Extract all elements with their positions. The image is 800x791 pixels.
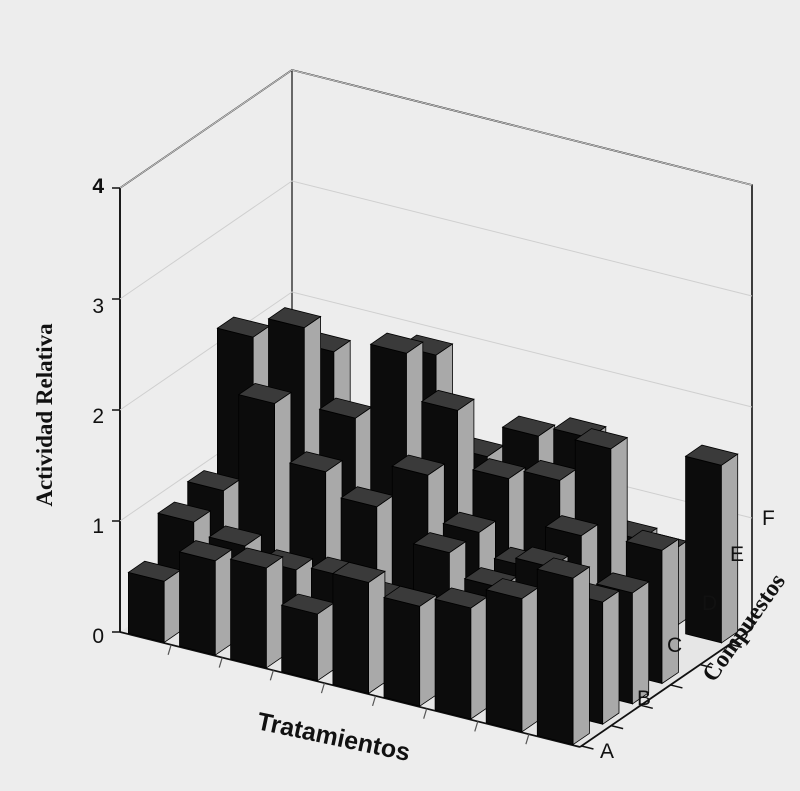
z-tick-mark: [729, 643, 742, 648]
z-tick-label: C: [667, 634, 682, 657]
z-tick-mark: [699, 663, 713, 669]
x-tick-mark: [371, 695, 377, 707]
z-tick-label: A: [600, 740, 614, 763]
z-axis-ticks: A B C D E F: [600, 507, 775, 763]
bar: [331, 561, 386, 695]
bar-top-face: [267, 307, 322, 329]
z-tick-label: B: [637, 687, 651, 710]
z-tick-label: E: [730, 543, 744, 566]
bar-front-face: [179, 551, 216, 656]
x-tick-mark: [167, 644, 172, 655]
grid-lines: [119, 69, 753, 522]
bar-top-face: [595, 572, 650, 594]
y-tick-label: 1: [92, 515, 104, 538]
grid-line: [119, 291, 753, 411]
bar: [485, 578, 540, 733]
bar-side-face: [265, 556, 284, 669]
y-tick-label: 2: [92, 405, 104, 428]
bar-side-face: [470, 596, 488, 720]
grid-line: [119, 180, 753, 300]
bar-side-face: [602, 590, 620, 725]
bar-top-face: [383, 585, 438, 607]
bar-side-face: [661, 538, 679, 685]
x-axis-label: Tratamientos: [255, 707, 413, 767]
bar-front-face: [383, 596, 421, 707]
y-tick-label: 4: [92, 175, 104, 198]
x-tick-mark: [269, 670, 274, 681]
bar-side-face: [521, 586, 539, 733]
bars: [127, 307, 739, 746]
bar-top-face: [412, 532, 467, 554]
bar-front-face: [332, 572, 370, 695]
z-axis-line: [579, 628, 753, 748]
bar: [178, 540, 233, 656]
bar-side-face: [632, 580, 650, 705]
bar-top-face: [501, 415, 556, 437]
x-tick-mark: [218, 657, 223, 668]
z-tick-label: D: [702, 592, 717, 615]
x-tick-mark: [474, 721, 479, 732]
bar: [684, 444, 739, 644]
z-tick-mark: [640, 704, 653, 710]
bar-top-face: [229, 547, 284, 569]
x-tick-mark: [525, 734, 530, 745]
grid-line: [119, 69, 753, 189]
bar-top-face: [391, 454, 446, 476]
y-tick-label: 3: [92, 295, 104, 318]
bar-top-face: [442, 511, 497, 533]
bar-side-face: [419, 594, 437, 707]
bar-front-face: [485, 589, 523, 733]
y-tick-label: 0: [92, 625, 104, 648]
bar: [280, 593, 335, 682]
bar-front-face: [536, 568, 574, 746]
bar-top-face: [536, 557, 591, 579]
bar: [434, 587, 489, 720]
x-axis-line: [119, 631, 581, 748]
bar-top-face: [237, 382, 292, 404]
bar-top-face: [331, 561, 386, 583]
bar-top-face: [288, 451, 343, 473]
bar-front-face: [230, 558, 267, 669]
bar-top-face: [574, 428, 629, 450]
x-tick-mark: [423, 708, 428, 719]
z-tick-mark: [610, 724, 624, 730]
bar: [536, 557, 591, 746]
bar-side-face: [317, 602, 335, 682]
bar-top-face: [178, 540, 233, 562]
bar-side-face: [214, 548, 233, 656]
bar: [127, 560, 182, 644]
bar-top-face: [471, 458, 526, 480]
bar-top-face: [684, 444, 739, 466]
bar-front-face: [434, 598, 472, 720]
bar: [383, 585, 438, 707]
bar-top-face: [369, 332, 424, 354]
z-tick-label: F: [762, 507, 775, 530]
z-tick-mark: [670, 684, 683, 689]
bar-side-face: [163, 569, 181, 644]
bar-top-face: [157, 501, 212, 523]
bar-front-face: [127, 571, 165, 643]
bar-top-face: [420, 389, 475, 411]
bar-front-face: [281, 604, 318, 682]
x-tick-mark: [320, 682, 326, 694]
bar-top-face: [625, 529, 680, 551]
y-axis-ticks: 0 1 2 3 4: [92, 175, 104, 648]
bar-side-face: [572, 566, 590, 746]
z-tick-mark: [581, 745, 594, 750]
bar-side-face: [368, 570, 386, 695]
bar-top-face: [208, 525, 263, 547]
bar-top-face: [544, 515, 599, 537]
bar: [229, 547, 284, 669]
y-axis-label: Actividad Relativa: [32, 323, 57, 507]
